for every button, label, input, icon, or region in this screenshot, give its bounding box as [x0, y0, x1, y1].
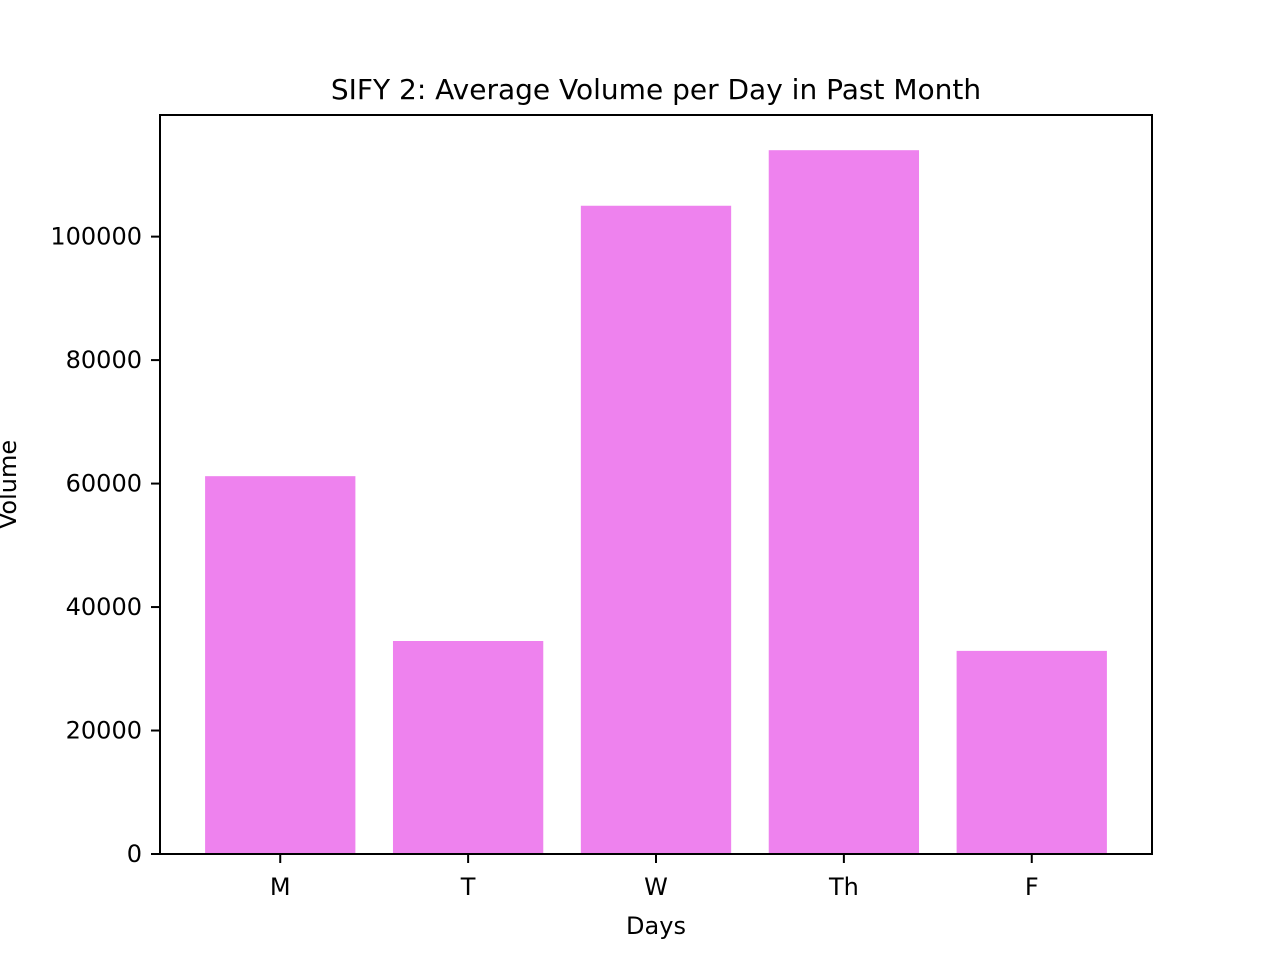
- x-tick-label: T: [460, 873, 476, 901]
- y-tick-label: 100000: [50, 223, 142, 251]
- bars-layer: [205, 150, 1107, 854]
- x-tick-label: W: [644, 873, 668, 901]
- x-axis-ticks: M T W Th F: [270, 854, 1039, 901]
- bar-m: [205, 476, 356, 854]
- y-tick-label: 40000: [66, 593, 142, 621]
- y-tick-label: 80000: [66, 346, 142, 374]
- chart-title: SIFY 2: Average Volume per Day in Past M…: [331, 73, 981, 106]
- bar-f: [956, 650, 1107, 854]
- bar-w: [580, 205, 732, 854]
- y-axis-ticks: 0 20000 40000 60000 80000 100000: [50, 223, 160, 868]
- plot-frame: [159, 114, 1153, 855]
- y-axis-label: Volume: [0, 440, 22, 529]
- x-tick-label: F: [1025, 873, 1039, 901]
- x-tick-label: M: [270, 873, 291, 901]
- y-tick-label: 20000: [66, 717, 142, 745]
- bar-t: [392, 641, 544, 854]
- x-tick-label: Th: [828, 873, 859, 901]
- x-axis-label: Days: [626, 912, 686, 940]
- bar-th: [768, 150, 920, 854]
- y-tick-label: 0: [127, 840, 142, 868]
- y-tick-label: 60000: [66, 470, 142, 498]
